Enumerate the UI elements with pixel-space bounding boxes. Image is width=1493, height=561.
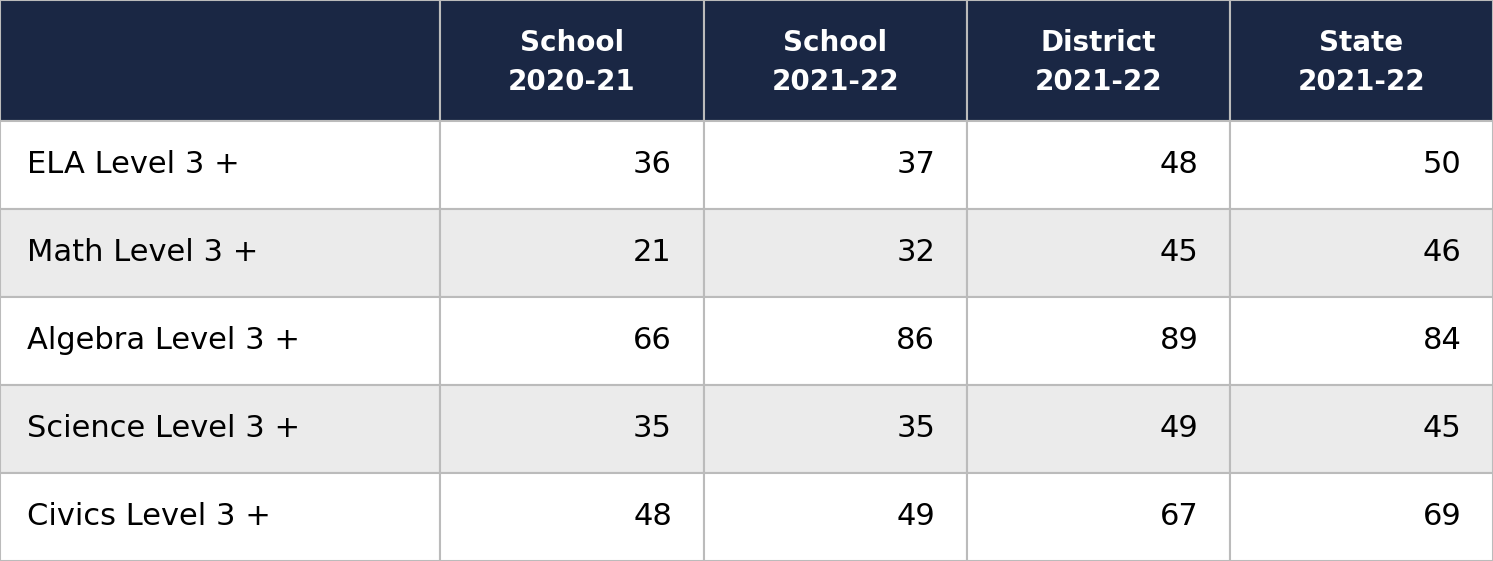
Text: Math Level 3 +: Math Level 3 + (27, 238, 258, 267)
Bar (440, 385, 703, 473)
Bar (1230, 385, 1493, 473)
Text: Science Level 3 +: Science Level 3 + (27, 415, 300, 443)
Bar (1230, 0, 1493, 121)
Text: 35: 35 (896, 415, 935, 443)
Bar (1230, 297, 1493, 385)
Text: Algebra Level 3 +: Algebra Level 3 + (27, 327, 300, 355)
Text: 48: 48 (633, 503, 672, 531)
Text: 37: 37 (896, 150, 935, 179)
Bar (967, 473, 1230, 561)
Bar (703, 209, 967, 297)
Text: 2021-22: 2021-22 (1297, 68, 1426, 96)
Text: Civics Level 3 +: Civics Level 3 + (27, 503, 270, 531)
Bar (440, 473, 703, 561)
Bar (0, 473, 440, 561)
Bar (703, 385, 967, 473)
Text: 45: 45 (1423, 415, 1462, 443)
Text: 48: 48 (1160, 150, 1199, 179)
Bar (703, 297, 967, 385)
Bar (440, 121, 703, 209)
Bar (1230, 209, 1493, 297)
Bar (440, 209, 703, 297)
Text: 86: 86 (896, 327, 935, 355)
Text: District: District (1041, 29, 1156, 57)
Text: State: State (1320, 29, 1403, 57)
Text: 21: 21 (633, 238, 672, 267)
Bar (703, 0, 967, 121)
Text: ELA Level 3 +: ELA Level 3 + (27, 150, 239, 179)
Bar (0, 385, 440, 473)
Text: 89: 89 (1160, 327, 1199, 355)
Text: School: School (520, 29, 624, 57)
Bar (967, 385, 1230, 473)
Text: 69: 69 (1423, 503, 1462, 531)
Bar (0, 121, 440, 209)
Text: School: School (784, 29, 887, 57)
Text: 36: 36 (633, 150, 672, 179)
Text: 32: 32 (896, 238, 935, 267)
Bar (0, 0, 440, 121)
Text: 46: 46 (1423, 238, 1462, 267)
Text: 35: 35 (633, 415, 672, 443)
Text: 84: 84 (1423, 327, 1462, 355)
Bar (967, 0, 1230, 121)
Text: 2021-22: 2021-22 (1035, 68, 1162, 96)
Bar (0, 209, 440, 297)
Bar (0, 297, 440, 385)
Text: 45: 45 (1160, 238, 1199, 267)
Bar (703, 121, 967, 209)
Bar (1230, 121, 1493, 209)
Bar (967, 121, 1230, 209)
Text: 50: 50 (1423, 150, 1462, 179)
Bar (1230, 473, 1493, 561)
Bar (703, 473, 967, 561)
Bar (440, 297, 703, 385)
Text: 67: 67 (1160, 503, 1199, 531)
Text: 2020-21: 2020-21 (508, 68, 636, 96)
Text: 49: 49 (1160, 415, 1199, 443)
Bar (967, 297, 1230, 385)
Text: 2021-22: 2021-22 (772, 68, 899, 96)
Text: 66: 66 (633, 327, 672, 355)
Bar (967, 209, 1230, 297)
Text: 49: 49 (896, 503, 935, 531)
Bar (440, 0, 703, 121)
